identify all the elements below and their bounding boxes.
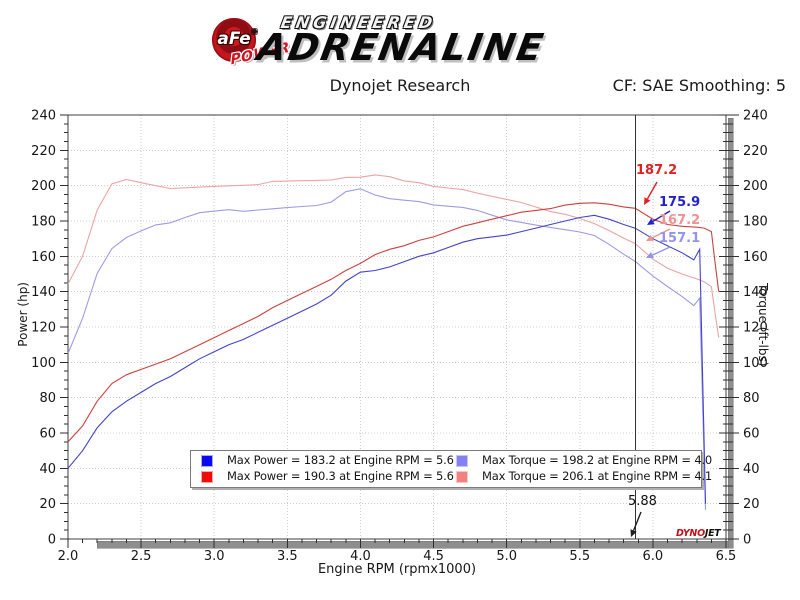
cursor-value-power-red: 187.2 xyxy=(636,163,678,178)
svg-text:80: 80 xyxy=(39,391,56,406)
dynojet-watermark: DYNOJET xyxy=(676,528,721,539)
svg-text:220: 220 xyxy=(31,144,56,159)
svg-text:60: 60 xyxy=(743,427,760,442)
svg-text:140: 140 xyxy=(31,285,56,300)
svg-text:180: 180 xyxy=(31,215,56,230)
svg-text:160: 160 xyxy=(31,250,56,265)
svg-text:120: 120 xyxy=(743,321,768,336)
svg-text:180: 180 xyxy=(743,215,768,230)
svg-text:5.5: 5.5 xyxy=(569,549,590,564)
svg-text:6.0: 6.0 xyxy=(643,549,664,564)
svg-text:220: 220 xyxy=(743,144,768,159)
svg-text:6.5: 6.5 xyxy=(716,549,737,564)
legend-swatch-torque-blue xyxy=(456,455,468,467)
legend-swatch-power-red xyxy=(201,471,213,483)
svg-text:200: 200 xyxy=(31,179,56,194)
svg-text:120: 120 xyxy=(31,321,56,336)
svg-text:3.0: 3.0 xyxy=(204,549,225,564)
svg-text:100: 100 xyxy=(31,356,56,371)
brand-header: aFe ® POWER ENGINEERED ADRENALINE xyxy=(0,0,800,72)
registered-mark: ® xyxy=(251,28,258,36)
svg-text:2.5: 2.5 xyxy=(131,549,152,564)
legend-swatch-power-blue xyxy=(201,455,213,467)
svg-text:20: 20 xyxy=(39,497,56,512)
svg-text:4.5: 4.5 xyxy=(423,549,444,564)
y-axis-left-title: Power (hp) xyxy=(16,282,30,347)
svg-text:240: 240 xyxy=(31,109,56,124)
legend-label: Max Power = 183.2 at Engine RPM = 5.6 xyxy=(227,453,454,467)
x-axis-ticks: 2.0 2.5 3.0 3.5 4.0 4.5 5.0 5.5 6.0 6.5 xyxy=(58,539,737,564)
svg-text:60: 60 xyxy=(39,427,56,442)
legend-item-max-power-blue: Max Power = 183.2 at Engine RPM = 5.6 xyxy=(201,453,454,468)
svg-text:3.5: 3.5 xyxy=(277,549,298,564)
svg-text:0: 0 xyxy=(743,533,751,548)
svg-text:200: 200 xyxy=(743,179,768,194)
cursor-value-torque-blue: 157.1 xyxy=(659,231,701,246)
svg-text:40: 40 xyxy=(743,462,760,477)
legend-item-max-power-red: Max Power = 190.3 at Engine RPM = 5.6 xyxy=(201,469,454,484)
right-axis-3d-bar xyxy=(727,117,734,549)
svg-text:80: 80 xyxy=(743,391,760,406)
svg-text:160: 160 xyxy=(743,250,768,265)
svg-text:5.0: 5.0 xyxy=(496,549,517,564)
svg-text:40: 40 xyxy=(39,462,56,477)
legend-label: Max Torque = 206.1 at Engine RPM = 4.1 xyxy=(482,469,713,483)
svg-text:100: 100 xyxy=(743,356,768,371)
svg-text:2.0: 2.0 xyxy=(58,549,79,564)
cursor-rpm-label: 5.88 xyxy=(628,494,657,509)
legend-item-max-torque-red: Max Torque = 206.1 at Engine RPM = 4.1 xyxy=(456,469,712,484)
y-axis-left-ticks: 0 20 40 60 80 100 120 140 160 180 200 220 240 xyxy=(31,109,68,548)
svg-text:0: 0 xyxy=(48,533,56,548)
y-axis-right-ticks: 0 20 40 60 80 100 120 140 160 180 200 220 240 xyxy=(719,109,768,548)
afe-power-logo: aFe ® xyxy=(212,18,258,62)
x-axis-3d-bar xyxy=(96,540,734,549)
chart-title: Dynojet Research xyxy=(329,76,471,95)
svg-text:4.0: 4.0 xyxy=(350,549,371,564)
svg-text:240: 240 xyxy=(743,109,768,124)
legend-label: Max Torque = 198.2 at Engine RPM = 4.0 xyxy=(482,453,713,467)
x-axis-title: Engine RPM (rpmx1000) xyxy=(317,562,477,577)
annotation-arrows xyxy=(630,181,671,537)
series-curves xyxy=(67,174,720,510)
cursor-value-power-blue: 175.9 xyxy=(659,195,701,210)
cursor-value-torque-red: 167.2 xyxy=(659,213,701,228)
svg-text:20: 20 xyxy=(743,497,760,512)
legend-label: Max Power = 190.3 at Engine RPM = 5.6 xyxy=(227,469,454,483)
legend-box[interactable]: Max Power = 183.2 at Engine RPM = 5.6 Ma… xyxy=(190,450,712,488)
afe-logo-text: aFe ® xyxy=(217,28,258,49)
y-axis-right-title: Torque (ft-lbs) xyxy=(756,283,770,367)
legend-item-max-torque-blue: Max Torque = 198.2 at Engine RPM = 4.0 xyxy=(456,453,712,468)
svg-text:140: 140 xyxy=(743,285,768,300)
correction-factor-label: CF: SAE Smoothing: 5 xyxy=(612,76,786,95)
legend-swatch-torque-red xyxy=(456,471,468,483)
